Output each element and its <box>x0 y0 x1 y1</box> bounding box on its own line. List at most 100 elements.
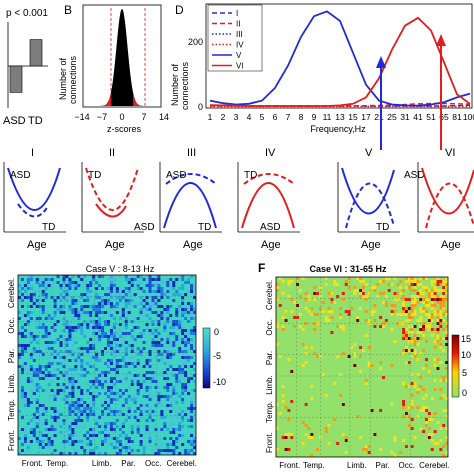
matrix-f-cell <box>413 325 417 328</box>
matrix-e-cell <box>160 356 164 359</box>
matrix-ylabel: Par. <box>7 349 16 363</box>
matrix-e-cell <box>101 329 105 332</box>
matrix-e-cell <box>89 296 93 299</box>
matrix-e-cell <box>142 287 146 290</box>
matrix-e-cell <box>47 284 51 287</box>
matrix-f-cell <box>445 292 448 295</box>
matrix-e-cell <box>83 335 87 338</box>
matrix-e-cell <box>95 377 99 380</box>
matrix-f-cell <box>410 406 414 409</box>
matrix-e-cell <box>193 311 196 314</box>
matrix-f-cell <box>407 406 411 409</box>
matrix-e-cell <box>98 341 102 344</box>
matrix-e-cell <box>20 395 24 398</box>
matrix-e-cell <box>65 401 69 404</box>
matrix-e-cell <box>92 344 96 347</box>
matrix-e-cell <box>107 407 110 410</box>
matrix-e-cell <box>127 281 131 284</box>
matrix-f-cell <box>430 319 434 322</box>
matrix-f-cell <box>382 376 385 379</box>
matrix-f-cell <box>433 280 437 283</box>
matrix-f-cell <box>373 433 377 436</box>
matrix-e-cell <box>18 290 21 293</box>
matrix-e-cell <box>115 290 119 293</box>
matrix-e-cell <box>44 374 48 377</box>
matrix-f-cell <box>413 295 417 298</box>
matrix-f-cell <box>419 337 423 340</box>
matrix-ylabel: Temp. <box>265 401 274 423</box>
matrix-e-cell <box>160 371 164 374</box>
matrix-e-cell <box>112 332 116 335</box>
matrix-f-cell <box>344 439 348 442</box>
matrix-f-cell <box>304 346 308 349</box>
matrix-xlabel: Limb. <box>347 461 367 470</box>
matrix-e-cell <box>157 401 161 404</box>
matrix-e-cell <box>148 440 152 443</box>
matrix-e-cell <box>92 326 96 329</box>
matrix-e-cell <box>47 341 51 344</box>
matrix-e-cell <box>130 380 134 383</box>
matrix-e-cell <box>118 293 122 296</box>
matrix-e-cell <box>74 449 78 452</box>
matrix-e-cell <box>127 314 131 317</box>
matrix-e-cell <box>107 302 110 305</box>
matrix-e-cell <box>53 302 57 305</box>
matrix-e-cell <box>169 416 173 419</box>
matrix-e-cell <box>29 431 33 434</box>
matrix-e-cell <box>47 347 51 350</box>
matrix-f-cell <box>405 346 408 349</box>
matrix-e-cell <box>89 281 93 284</box>
matrix-f-cell <box>304 298 308 301</box>
matrix-e-cell <box>166 362 170 365</box>
matrix-e-cell <box>112 341 116 344</box>
matrix-f-cell <box>445 337 448 340</box>
matrix-e-cell <box>109 275 113 278</box>
matrix-e-cell <box>20 416 24 419</box>
matrix-e-cell <box>127 416 131 419</box>
matrix-e-cell <box>178 368 182 371</box>
series-vi <box>209 16 471 107</box>
matrix-f-cell <box>445 415 448 418</box>
matrix-e-cell <box>47 353 51 356</box>
matrix-f-cell <box>310 313 314 316</box>
matrix-e-cell <box>47 365 51 368</box>
matrix-f-cell <box>425 325 428 328</box>
matrix-f-cell <box>301 277 305 280</box>
matrix-e-cell <box>65 323 69 326</box>
matrix-f-cell <box>287 448 291 451</box>
matrix-f-cell <box>433 364 437 367</box>
matrix-f-cell <box>350 307 354 310</box>
matrix-f-cell <box>439 361 443 364</box>
matrix-f-cell <box>393 304 397 307</box>
matrix-f-cell <box>436 289 440 292</box>
matrix-e-cell <box>181 410 185 413</box>
matrix-e-cell <box>101 353 105 356</box>
matrix-f-cell <box>425 421 428 424</box>
matrix-e-cell <box>89 452 93 455</box>
matrix-e-cell <box>178 377 182 380</box>
matrix-e-cell <box>86 362 90 365</box>
matrix-f-cell <box>433 298 437 301</box>
matrix-e-cell <box>136 374 140 377</box>
matrix-f-cell <box>433 346 437 349</box>
matrix-e-cell <box>160 410 164 413</box>
matrix-e-cell <box>169 437 173 440</box>
matrix-e-cell <box>109 434 113 437</box>
matrix-e-cell <box>112 338 116 341</box>
matrix-e-cell <box>107 365 110 368</box>
matrix-e-cell <box>181 443 185 446</box>
matrix-e-cell <box>65 284 69 287</box>
matrix-e-cell <box>101 410 105 413</box>
matrix-e-cell <box>166 278 170 281</box>
matrix-e-cell <box>154 380 158 383</box>
matrix-f-cell <box>402 415 405 418</box>
matrix-e-cell <box>166 368 170 371</box>
matrix-f-cell <box>442 283 446 286</box>
matrix-f-cell <box>427 436 431 439</box>
matrix-e-cell <box>38 413 42 416</box>
matrix-e-cell <box>68 335 72 338</box>
matrix-e-cell <box>109 392 113 395</box>
matrix-e-cell <box>157 344 161 347</box>
matrix-e-cell <box>109 290 113 293</box>
matrix-e-cell <box>166 452 170 455</box>
